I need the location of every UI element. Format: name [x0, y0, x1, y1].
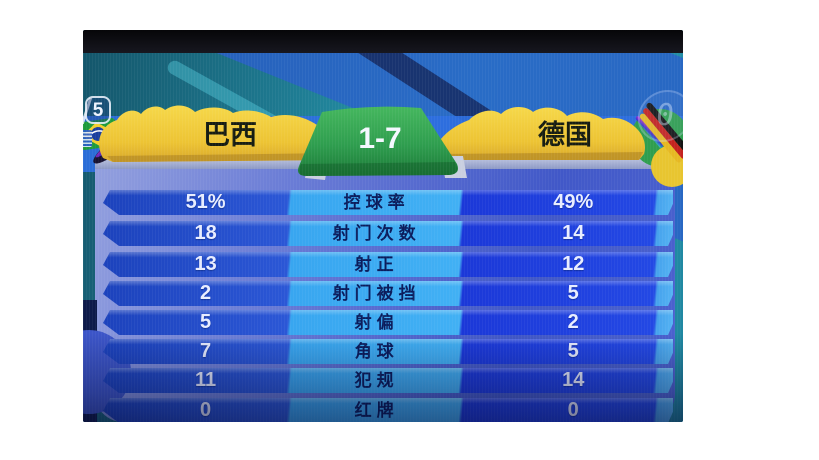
score-text: 1-7	[358, 122, 401, 155]
home-value: 0	[200, 399, 212, 421]
away-team-name: 德国	[538, 120, 592, 150]
home-team-name: 巴西	[203, 120, 257, 150]
stat-label: 红牌	[354, 401, 399, 420]
stat-row: 7 角球 5	[103, 339, 673, 364]
away-value: 2	[567, 311, 579, 333]
away-value: 14	[562, 222, 585, 244]
stat-row: 5 射偏 2	[103, 310, 673, 335]
away-value: 12	[562, 253, 585, 275]
tv-screen: 51% 控球率 49% 18 射门次数 14 13 射正 12 2 射门被挡 5 5 射偏 2 7 角球 5 11 犯…	[83, 52, 683, 422]
header-banner: 巴西 德国 1-7	[83, 102, 683, 187]
home-value: 13	[194, 253, 217, 275]
tv-photo: 51% 控球率 49% 18 射门次数 14 13 射正 12 2 射门被挡 5 5 射偏 2 7 角球 5 11 犯…	[83, 30, 683, 422]
home-value: 5	[200, 311, 212, 333]
home-value: 18	[194, 222, 217, 244]
stat-row: 11 犯规 14	[103, 368, 673, 393]
stat-row: 0 红牌 0	[103, 398, 673, 422]
away-value: 14	[562, 369, 585, 391]
stat-label: 射偏	[354, 313, 399, 332]
stat-label: 角球	[354, 342, 399, 361]
stat-label: 射门次数	[332, 224, 421, 243]
stat-label: 射正	[354, 255, 399, 274]
channel-badge: 5	[85, 96, 111, 124]
tv-bezel	[83, 30, 683, 53]
away-value: 0	[567, 399, 579, 421]
home-value: 2	[200, 282, 212, 304]
stat-label: 射门被挡	[332, 284, 421, 303]
home-value: 11	[195, 369, 217, 391]
home-value: 7	[200, 340, 212, 362]
away-value: 5	[567, 282, 579, 304]
away-value: 5	[567, 340, 579, 362]
stat-label: 犯规	[354, 371, 399, 390]
watermark-icon	[83, 130, 92, 147]
stat-row: 18 射门次数 14	[103, 221, 673, 246]
stat-row: 13 射正 12	[103, 252, 673, 277]
stat-row: 2 射门被挡 5	[103, 281, 673, 306]
